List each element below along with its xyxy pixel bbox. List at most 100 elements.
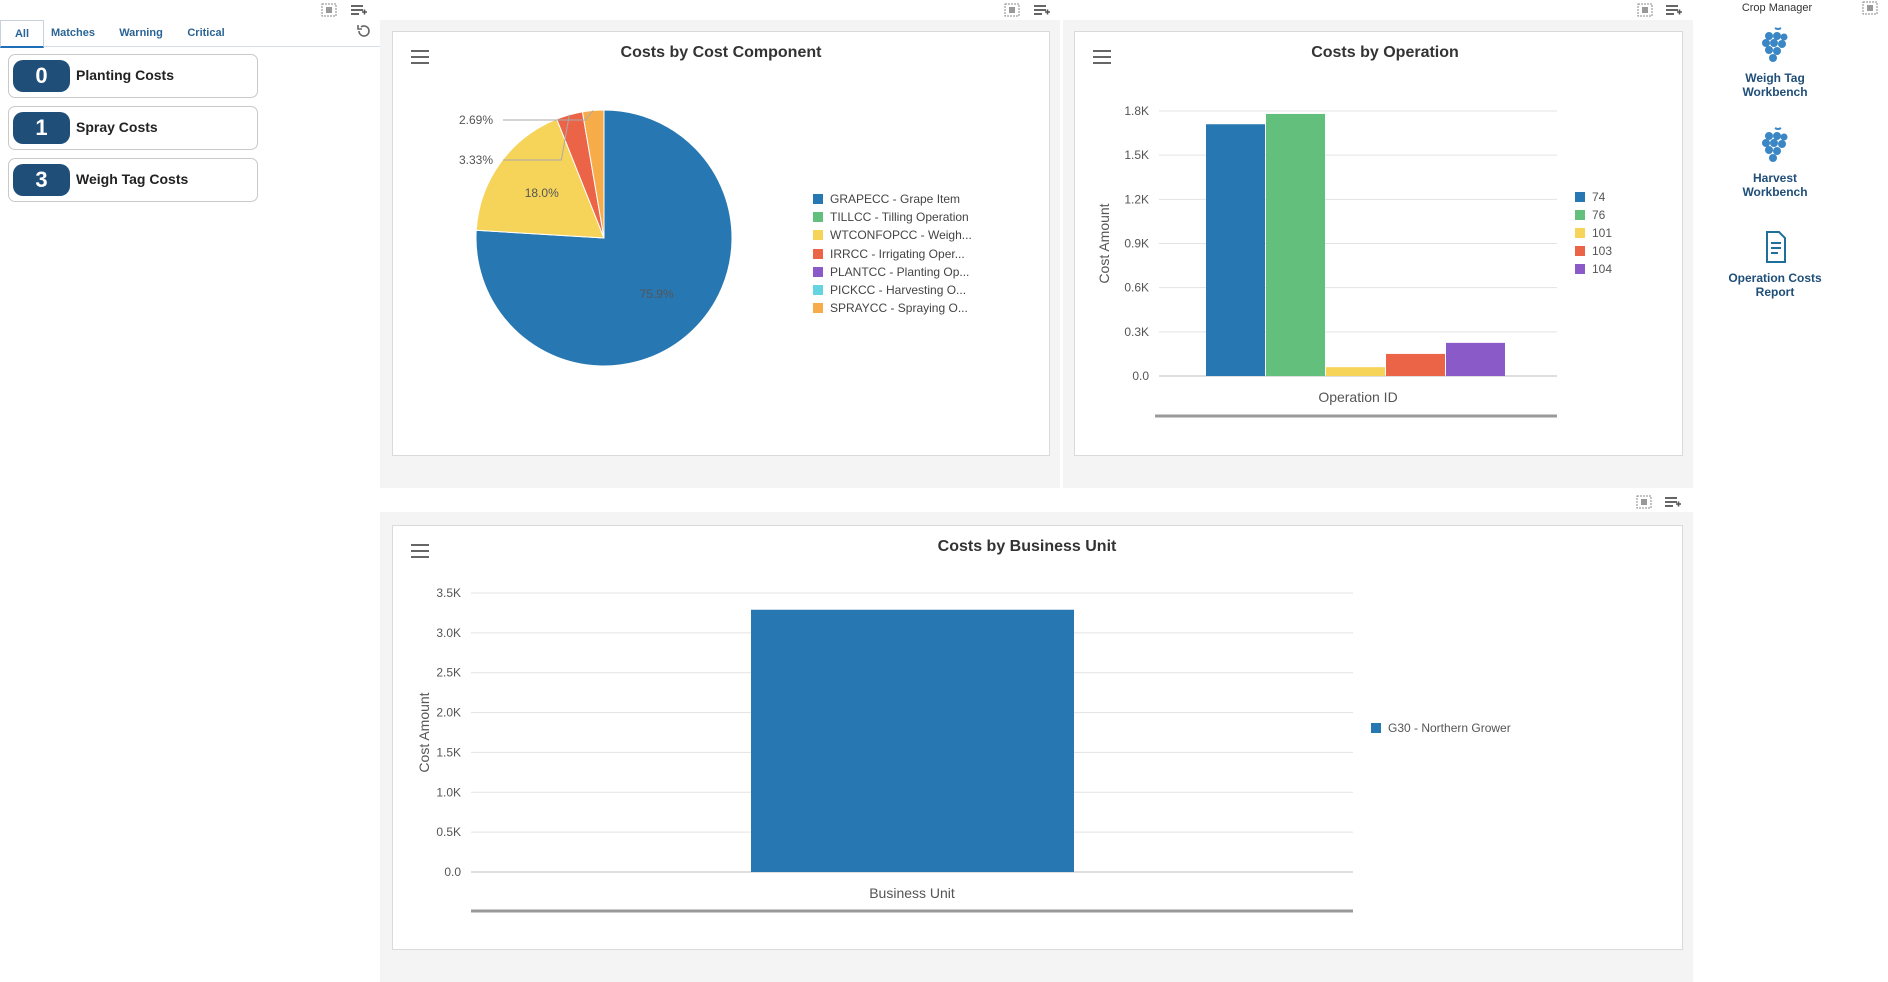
legend-item[interactable]: IRRCC - Irrigating Oper... [813,247,965,261]
legend-swatch [813,248,823,259]
refresh-icon[interactable] [356,23,372,39]
chart-title: Costs by Business Unit [937,538,1117,555]
pie-leader-line [503,114,570,161]
legend-label: TILLCC - Tilling Operation [830,210,969,225]
tab-critical[interactable]: Critical [187,27,225,39]
watchlist-panel: All Matches Warning Critical 0 Planting … [0,0,380,982]
legend-item[interactable]: GRAPECC - Grape Item [813,192,960,206]
weigh-tag-workbench-tile[interactable]: Weigh Tag Workbench [1715,26,1835,99]
bar [1446,342,1505,376]
kpi-label: Planting Costs [76,67,175,83]
legend-item[interactable]: SPRAYCC - Spraying O... [813,301,968,315]
legend-label: IRRCC - Irrigating Oper... [830,246,965,261]
y-tick-label: 0.6K [1124,281,1149,295]
legend-item[interactable]: PICKCC - Harvesting O... [813,283,966,297]
operation-chart-card: Costs by Operation 0.0 0.3K 0.6K 0.9K 1.2K 1.… [1074,31,1683,456]
legend-item[interactable]: PLANTCC - Planting Op... [813,265,969,279]
legend-swatch [1575,228,1585,238]
legend-label: 103 [1592,244,1612,258]
pie-slice-label: 2.69% [459,113,493,127]
expand-icon[interactable] [320,2,338,18]
kpi-weigh-tag-costs[interactable]: 3 Weigh Tag Costs [8,158,258,202]
legend-swatch [813,194,823,204]
legend-swatch [813,303,823,314]
y-axis-title: Cost Amount [416,692,432,772]
pie-slice-label: 3.33% [459,153,493,167]
pie-chart-card: Costs by Cost Component 75.9% 18.0% 3.33% 2… [392,31,1050,456]
legend-label: 74 [1592,190,1606,204]
y-tick-label: 0.3K [1124,325,1149,339]
pie-chart: 75.9% 18.0% 3.33% 2.69% [459,109,733,367]
kpi-count-badge: 1 [13,112,70,144]
expand-icon[interactable] [1636,2,1654,18]
add-to-page-icon[interactable] [1033,2,1051,18]
legend-swatch [1575,246,1585,256]
expand-icon[interactable] [1635,494,1653,510]
bar [751,609,1074,872]
grapes-icon [1762,127,1788,162]
x-axis-title: Business Unit [869,885,955,901]
kpi-count-badge: 3 [13,164,70,196]
bar [1266,113,1325,376]
legend-label: WTCONFOPCC - Weigh... [830,228,972,243]
legend-item[interactable]: WTCONFOPCC - Weigh... [813,228,972,242]
y-tick-label: 0.5K [436,825,461,839]
y-tick-label: 1.2K [1124,192,1149,206]
y-tick-label: 3.0K [436,626,461,640]
legend-swatch [1575,264,1585,274]
legend-label: 76 [1592,208,1606,222]
tab-matches[interactable]: Matches [50,27,96,39]
bar [1326,367,1385,376]
pie-slice [581,109,605,239]
pie-slice-label: 18.0% [525,186,559,200]
chart-title: Costs by Operation [1311,44,1459,61]
operation-bar-chart: 0.0 0.3K 0.6K 0.9K 1.2K 1.5K 1.8K Operation ID C… [1096,104,1612,418]
legend-label: 101 [1592,226,1612,240]
kpi-count-badge: 0 [13,60,70,92]
expand-icon[interactable] [1003,2,1021,18]
legend-label: SPRAYCC - Spraying O... [830,301,968,316]
grapes-icon [1762,27,1788,62]
add-to-page-icon[interactable] [1665,2,1683,18]
springboard-title: Crop Manager [1741,2,1813,14]
hamburger-menu-icon[interactable] [411,544,429,558]
kpi-label: Spray Costs [76,119,158,135]
pie-slice-label: 75.9% [640,287,674,301]
kpi-planting-costs[interactable]: 0 Planting Costs [8,54,258,98]
harvest-workbench-tile[interactable]: Harvest Workbench [1715,126,1835,199]
add-to-page-icon[interactable] [350,2,368,18]
pie-slice [475,118,605,239]
app-label: Weigh Tag [1745,71,1805,85]
hamburger-menu-icon[interactable] [411,50,429,64]
legend-swatch [813,285,823,295]
y-tick-label: 1.0K [436,785,461,799]
legend-swatch [813,212,823,223]
app-label: Report [1755,285,1795,299]
bar [1386,353,1445,376]
legend-swatch [813,266,823,277]
y-tick-label: 1.5K [436,745,461,759]
tab-warning[interactable]: Warning [119,27,163,39]
legend-label: PLANTCC - Planting Op... [830,264,970,279]
app-label: Operation Costs [1728,271,1822,285]
y-tick-label: 1.8K [1124,104,1149,118]
expand-icon[interactable] [1861,0,1879,16]
kpi-label: Weigh Tag Costs [76,171,189,187]
filter-tabs: All Matches Warning Critical [0,20,380,48]
kpi-spray-costs[interactable]: 1 Spray Costs [8,106,258,150]
business-unit-bar-chart: 0.0 0.5K 1.0K 1.5K 2.0K 2.5K 3.0K 3.5K Business … [416,586,1511,913]
y-tick-label: 1.5K [1124,148,1149,162]
add-to-page-icon[interactable] [1664,494,1682,510]
legend-item[interactable]: TILLCC - Tilling Operation [813,210,969,224]
legend-label: G30 - Northern Grower [1388,721,1511,735]
hamburger-menu-icon[interactable] [1093,50,1111,64]
report-icon [1766,231,1786,263]
app-label: Workbench [1742,85,1808,99]
pie-leader-line [503,110,594,121]
y-tick-label: 3.5K [436,586,461,600]
tab-all[interactable]: All [0,20,44,48]
operation-costs-report-tile[interactable]: Operation Costs Report [1715,228,1835,299]
business-unit-chart-card: Costs by Business Unit 0.0 0.5K 1.0K 1.5K 2.… [392,525,1683,950]
legend-swatch [813,230,823,241]
y-tick-label: 2.0K [436,706,461,720]
